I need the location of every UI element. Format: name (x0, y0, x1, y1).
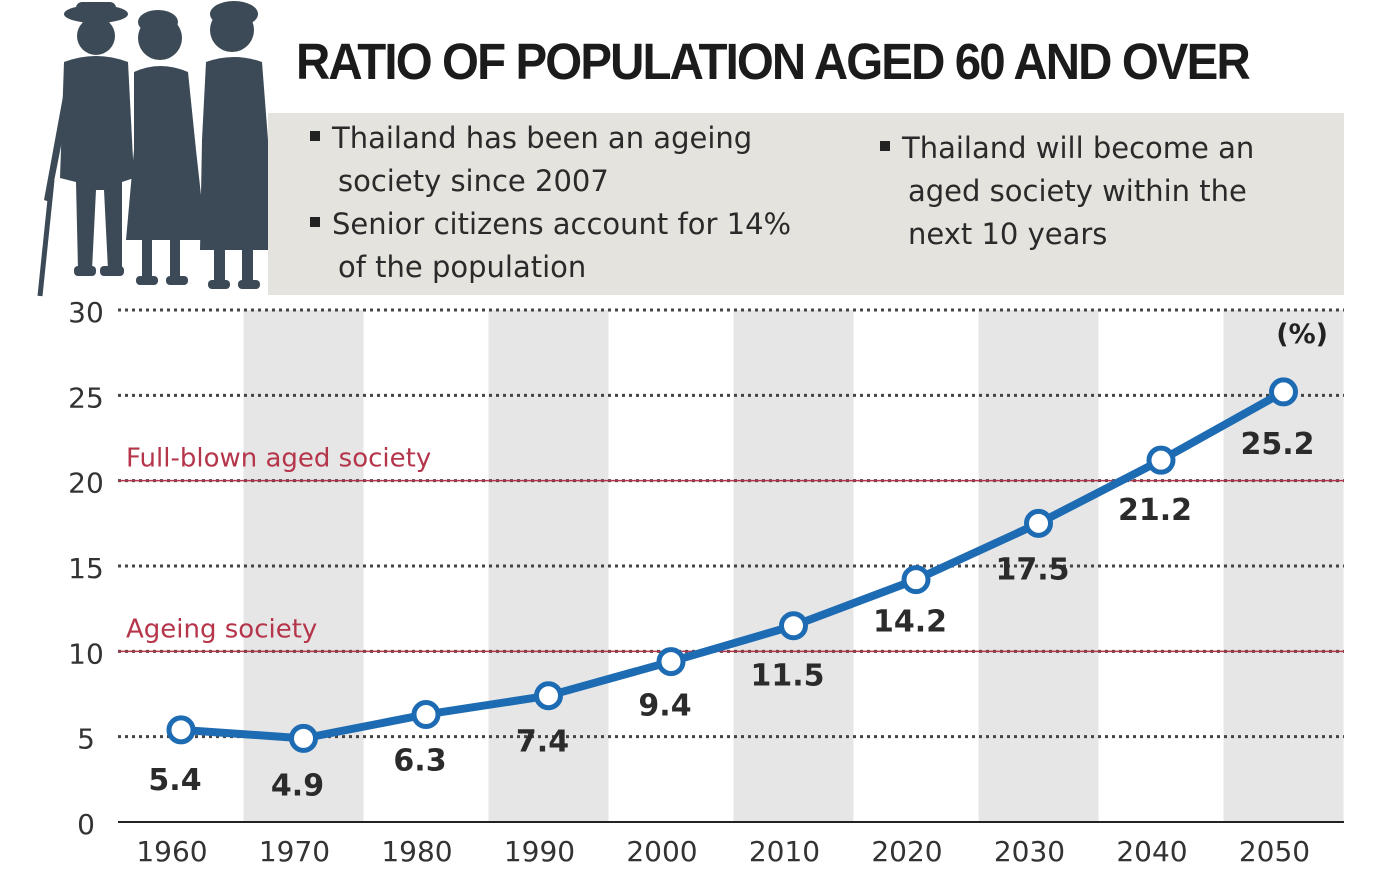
data-label: 11.5 (750, 659, 824, 694)
data-point (534, 681, 563, 711)
y-tick-label: 5 (77, 723, 95, 756)
note-line: Senior citizens account for 14% (332, 207, 792, 241)
y-tick-label: 10 (68, 637, 104, 670)
x-tick-label: 2030 (994, 835, 1065, 868)
data-point (779, 611, 808, 641)
notes-panel: Thailand has been an ageing society sinc… (268, 113, 1344, 295)
data-point (289, 723, 318, 753)
data-point (901, 565, 931, 595)
x-tick-label: 1960 (136, 835, 207, 868)
bullet-square-icon (880, 141, 890, 151)
bullet-square-icon (310, 131, 320, 141)
series-line (177, 387, 1288, 743)
y-tick-label: 15 (68, 552, 104, 585)
data-label: 7.4 (516, 725, 569, 760)
data-point (166, 715, 196, 745)
note-aged-society-forecast: Thailand will become an aged society wit… (880, 127, 1254, 256)
x-tick-label: 2040 (1116, 835, 1187, 868)
data-label: 4.9 (271, 768, 324, 803)
chart-title: RATIO OF POPULATION AGED 60 AND OVER (296, 33, 1251, 90)
x-tick-label: 1970 (259, 835, 330, 868)
note-line: aged society within the (908, 174, 1247, 208)
x-tick-label: 2000 (626, 835, 697, 868)
y-tick-label: 30 (68, 296, 104, 329)
data-point (411, 699, 441, 729)
x-tick-label: 2050 (1239, 835, 1310, 868)
bullet-square-icon (310, 217, 320, 227)
data-point (656, 647, 686, 677)
y-tick-label: 20 (68, 467, 104, 500)
data-label: 5.4 (148, 763, 201, 798)
note-line: society since 2007 (338, 164, 609, 198)
data-point (1269, 377, 1298, 407)
y-tick-label: 25 (68, 381, 104, 414)
senior-citizens-silhouette-icon (37, 1, 272, 297)
unit-label: (%) (1276, 319, 1328, 350)
data-label: 6.3 (393, 743, 446, 778)
note-line: of the population (338, 250, 587, 284)
note-line: Thailand has been an ageing (332, 121, 753, 155)
note-line: Thailand will become an (902, 131, 1255, 165)
data-label: 14.2 (873, 605, 947, 640)
x-tick-label: 2010 (749, 835, 820, 868)
data-point (1146, 445, 1176, 475)
x-tick-label: 2020 (871, 835, 942, 868)
note-ageing-since-2007: Thailand has been an ageing society sinc… (310, 117, 752, 203)
threshold-label: Ageing society (126, 614, 317, 644)
data-label: 21.2 (1118, 493, 1192, 528)
background-band (733, 310, 854, 822)
threshold-label: Full-blown aged society (126, 444, 431, 474)
note-senior-share: Senior citizens account for 14% of the p… (310, 203, 791, 289)
note-line: next 10 years (908, 217, 1108, 251)
data-label: 9.4 (638, 689, 691, 724)
x-tick-label: 1980 (381, 835, 452, 868)
data-label: 25.2 (1240, 427, 1314, 462)
data-label: 17.5 (995, 552, 1069, 587)
data-point (1024, 508, 1053, 538)
x-tick-label: 1990 (504, 835, 575, 868)
y-tick-label: 0 (77, 808, 95, 841)
